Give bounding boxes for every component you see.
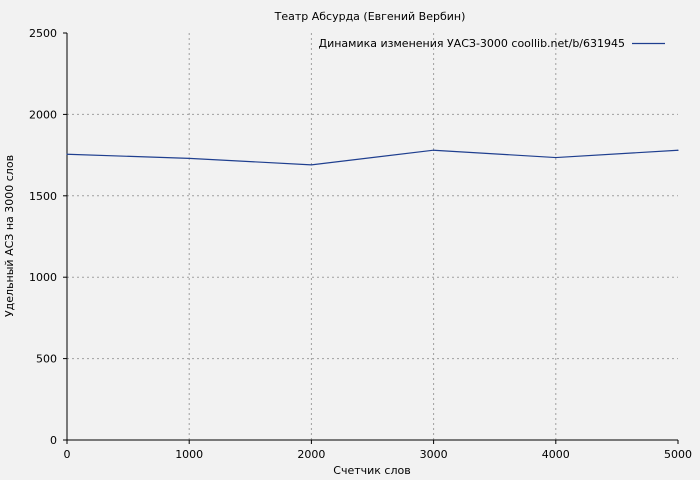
legend-label: Динамика изменения УАСЗ-3000 coollib.net… (319, 37, 626, 50)
x-tick-label: 4000 (542, 448, 570, 461)
y-axis-label: Удельный АСЗ на 3000 слов (3, 155, 16, 317)
x-tick-label: 1000 (175, 448, 203, 461)
x-axis-label: Счетчик слов (333, 464, 410, 477)
data-point (677, 149, 679, 151)
y-tick-label: 1000 (29, 271, 57, 284)
y-tick-label: 0 (50, 434, 57, 447)
data-point (310, 164, 312, 166)
y-tick-label: 500 (36, 353, 57, 366)
data-point (188, 157, 190, 159)
chart-title: Театр Абсурда (Евгений Вербин) (274, 10, 466, 23)
plot-background (67, 33, 678, 440)
y-tick-label: 1500 (29, 190, 57, 203)
x-tick-label: 5000 (664, 448, 692, 461)
legend: Динамика изменения УАСЗ-3000 coollib.net… (319, 37, 665, 50)
data-point (66, 153, 68, 155)
y-tick-label: 2500 (29, 27, 57, 40)
y-tick-label: 2000 (29, 108, 57, 121)
data-point (433, 149, 435, 151)
x-tick-label: 0 (64, 448, 71, 461)
series-line (66, 149, 679, 166)
data-point (555, 156, 557, 159)
x-tick-label: 2000 (297, 448, 325, 461)
plot-area: 0 1000 2000 3000 4000 5000 0 500 1000 1500 2000 250… (29, 27, 692, 461)
x-tick-label: 3000 (420, 448, 448, 461)
